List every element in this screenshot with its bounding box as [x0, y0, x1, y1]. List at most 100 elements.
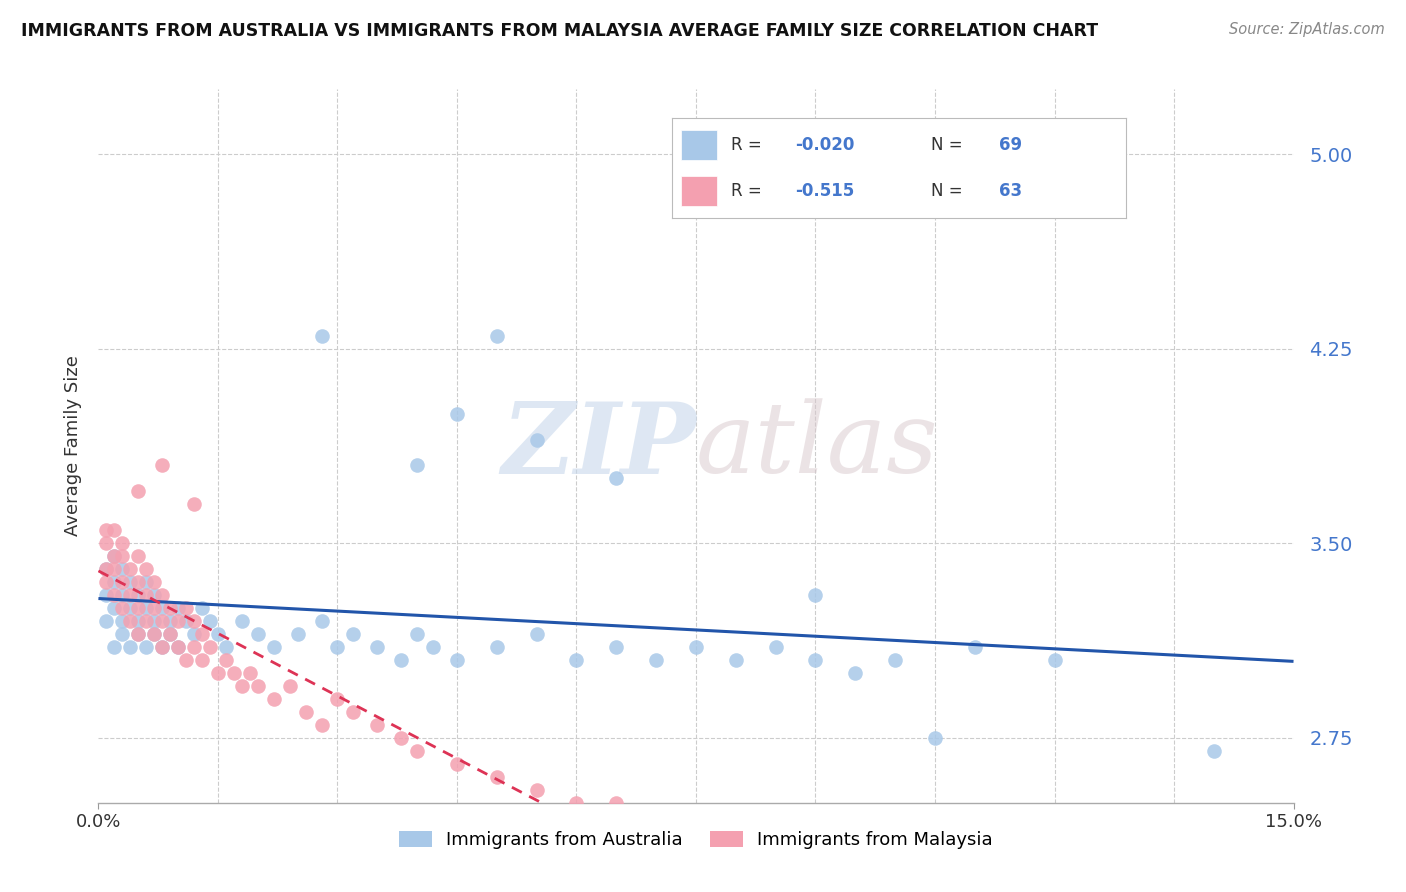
- Point: [526, 433, 548, 447]
- Point: [844, 666, 866, 681]
- Point: [263, 640, 285, 654]
- Point: [804, 653, 827, 667]
- Point: [96, 588, 118, 602]
- Point: [103, 640, 125, 654]
- Point: [159, 614, 181, 628]
- Point: [198, 640, 221, 654]
- Point: [231, 614, 253, 628]
- Point: [150, 458, 173, 473]
- Point: [183, 627, 205, 641]
- Point: [143, 627, 166, 641]
- Point: [111, 549, 134, 564]
- Point: [526, 782, 548, 797]
- Point: [143, 614, 166, 628]
- Point: [111, 601, 134, 615]
- Point: [143, 588, 166, 602]
- Point: [135, 640, 157, 654]
- Point: [159, 627, 181, 641]
- Point: [406, 627, 429, 641]
- Point: [150, 588, 173, 602]
- Point: [103, 549, 125, 564]
- Point: [143, 575, 166, 590]
- Point: [366, 718, 388, 732]
- Point: [120, 562, 142, 576]
- Point: [96, 536, 118, 550]
- Point: [215, 640, 238, 654]
- Point: [111, 562, 134, 576]
- Point: [645, 653, 668, 667]
- Point: [526, 627, 548, 641]
- Point: [191, 653, 214, 667]
- Point: [174, 601, 197, 615]
- Point: [120, 588, 142, 602]
- Point: [127, 614, 149, 628]
- Legend: Immigrants from Australia, Immigrants from Malaysia: Immigrants from Australia, Immigrants fr…: [391, 822, 1001, 858]
- Point: [246, 679, 269, 693]
- Point: [685, 640, 707, 654]
- Point: [724, 653, 747, 667]
- Point: [294, 705, 316, 719]
- Point: [207, 627, 229, 641]
- Point: [485, 770, 508, 784]
- Point: [645, 809, 668, 823]
- Point: [389, 653, 412, 667]
- Point: [804, 588, 827, 602]
- Point: [111, 536, 134, 550]
- Point: [127, 627, 149, 641]
- Point: [96, 562, 118, 576]
- Text: atlas: atlas: [696, 399, 939, 493]
- Point: [103, 524, 125, 538]
- Text: Source: ZipAtlas.com: Source: ZipAtlas.com: [1229, 22, 1385, 37]
- Point: [111, 575, 134, 590]
- Point: [215, 653, 238, 667]
- Point: [565, 796, 588, 810]
- Point: [422, 640, 444, 654]
- Point: [198, 614, 221, 628]
- Point: [103, 562, 125, 576]
- Point: [311, 614, 333, 628]
- Point: [263, 692, 285, 706]
- Point: [111, 588, 134, 602]
- Point: [120, 614, 142, 628]
- Point: [143, 627, 166, 641]
- Point: [446, 653, 468, 667]
- Point: [150, 614, 173, 628]
- Point: [120, 575, 142, 590]
- Point: [96, 524, 118, 538]
- Point: [311, 718, 333, 732]
- Point: [222, 666, 245, 681]
- Point: [239, 666, 262, 681]
- Y-axis label: Average Family Size: Average Family Size: [63, 356, 82, 536]
- Point: [150, 601, 173, 615]
- Point: [191, 601, 214, 615]
- Point: [924, 731, 946, 745]
- Point: [605, 471, 627, 485]
- Point: [183, 640, 205, 654]
- Point: [207, 666, 229, 681]
- Point: [326, 692, 349, 706]
- Point: [446, 756, 468, 771]
- Point: [183, 614, 205, 628]
- Point: [183, 497, 205, 511]
- Point: [326, 640, 349, 654]
- Point: [311, 328, 333, 343]
- Point: [127, 484, 149, 499]
- Point: [1043, 653, 1066, 667]
- Point: [231, 679, 253, 693]
- Point: [159, 627, 181, 641]
- Point: [120, 601, 142, 615]
- Text: ZIP: ZIP: [501, 398, 696, 494]
- Point: [565, 653, 588, 667]
- Point: [167, 601, 190, 615]
- Point: [246, 627, 269, 641]
- Point: [963, 640, 986, 654]
- Point: [103, 588, 125, 602]
- Point: [389, 731, 412, 745]
- Point: [1202, 744, 1225, 758]
- Point: [366, 640, 388, 654]
- Point: [287, 627, 309, 641]
- Point: [96, 575, 118, 590]
- Point: [150, 640, 173, 654]
- Point: [143, 601, 166, 615]
- Point: [96, 562, 118, 576]
